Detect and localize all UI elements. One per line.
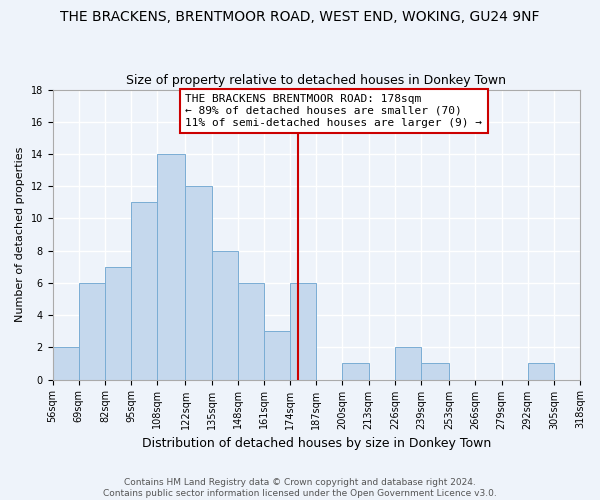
Bar: [343, 364, 368, 380]
Bar: [79, 283, 105, 380]
Title: Size of property relative to detached houses in Donkey Town: Size of property relative to detached ho…: [127, 74, 506, 87]
Bar: [290, 283, 316, 380]
Bar: [264, 331, 290, 380]
Bar: [395, 348, 421, 380]
Text: THE BRACKENS, BRENTMOOR ROAD, WEST END, WOKING, GU24 9NF: THE BRACKENS, BRENTMOOR ROAD, WEST END, …: [60, 10, 540, 24]
Bar: [421, 364, 449, 380]
Bar: [131, 202, 157, 380]
Bar: [212, 250, 238, 380]
Bar: [105, 267, 131, 380]
Text: Contains HM Land Registry data © Crown copyright and database right 2024.
Contai: Contains HM Land Registry data © Crown c…: [103, 478, 497, 498]
Bar: [53, 348, 79, 380]
Text: THE BRACKENS BRENTMOOR ROAD: 178sqm
← 89% of detached houses are smaller (70)
11: THE BRACKENS BRENTMOOR ROAD: 178sqm ← 89…: [185, 94, 482, 128]
Bar: [238, 283, 264, 380]
Bar: [157, 154, 185, 380]
Bar: [527, 364, 554, 380]
X-axis label: Distribution of detached houses by size in Donkey Town: Distribution of detached houses by size …: [142, 437, 491, 450]
Y-axis label: Number of detached properties: Number of detached properties: [15, 147, 25, 322]
Bar: [185, 186, 212, 380]
